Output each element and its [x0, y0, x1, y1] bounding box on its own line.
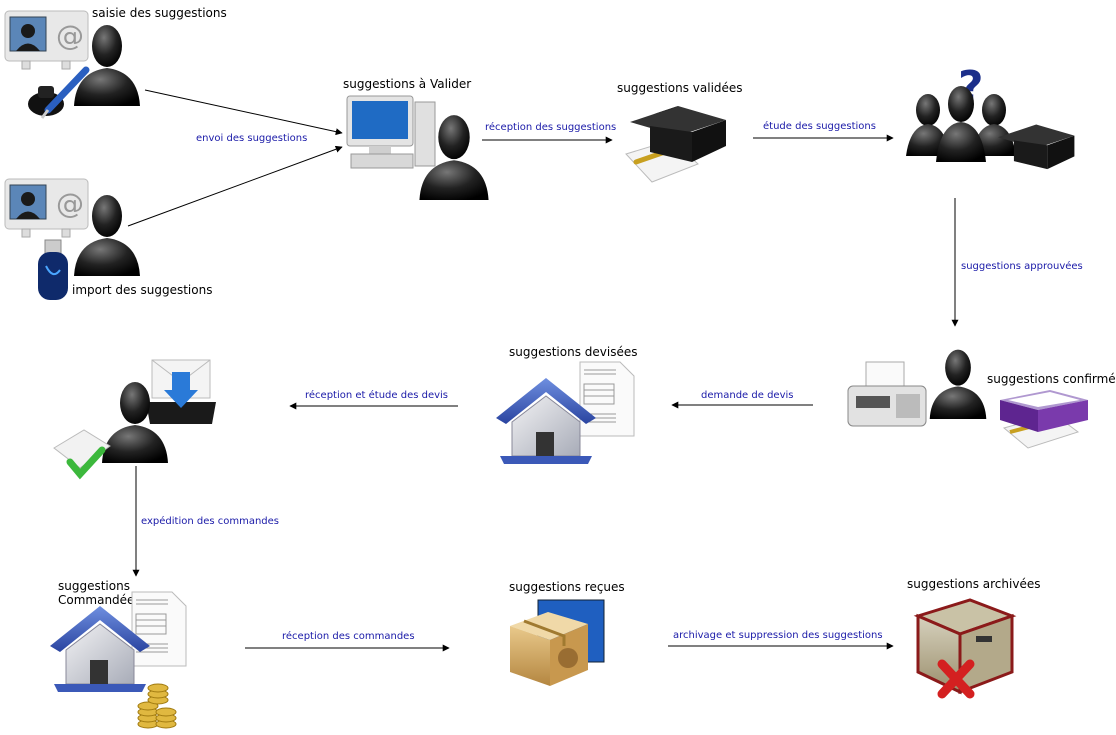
node-label-commandees-line1: suggestions — [58, 579, 130, 593]
usb-stick-icon — [38, 239, 68, 300]
edge-label-reception: réception des suggestions — [485, 122, 617, 133]
edge-label-etude: étude des suggestions — [763, 121, 876, 132]
coins-icon — [137, 683, 177, 729]
edge-label-expedition: expédition des commandes — [141, 516, 280, 527]
check-envelope-icon — [53, 429, 111, 480]
svg-text:@: @ — [56, 187, 84, 220]
mail-download-icon — [146, 359, 216, 424]
address-card-icon: @ — [4, 178, 89, 238]
black-box-icon — [630, 100, 726, 162]
node-label-devisees: suggestions devisées — [509, 345, 638, 359]
person-icon — [74, 195, 140, 276]
arrow-envoi-top — [144, 89, 343, 136]
node-label-recues: suggestions reçues — [509, 580, 625, 594]
edge-label-reception-devis: réception et étude des devis — [305, 390, 449, 401]
node-label-archivees: suggestions archivées — [907, 577, 1041, 591]
person-icon — [929, 349, 987, 419]
svg-text:@: @ — [56, 19, 84, 52]
black-box-icon — [998, 124, 1075, 170]
address-card-icon: @ — [4, 10, 89, 70]
ink-pen-icon — [28, 66, 90, 119]
person-icon — [102, 382, 168, 463]
edge-label-reception-commandes: réception des commandes — [282, 631, 415, 642]
fax-icon — [847, 361, 927, 427]
edge-label-archivage: archivage et suppression des suggestions — [673, 630, 883, 641]
edge-label-envoi: envoi des suggestions — [196, 133, 308, 144]
node-label-saisie: saisie des suggestions — [92, 6, 227, 20]
node-label-validees: suggestions validées — [617, 81, 743, 95]
archive-box-icon — [913, 598, 1017, 699]
person-group-icon — [906, 86, 1016, 162]
computer-icon — [346, 95, 436, 169]
edge-label-demande-devis: demande de devis — [701, 390, 794, 401]
purple-box-icon — [1000, 390, 1088, 449]
arrow-envoi-bottom — [127, 145, 343, 227]
package-icon — [510, 599, 605, 686]
node-label-import: import des suggestions — [72, 283, 213, 297]
house-icon — [496, 378, 596, 464]
person-icon — [419, 115, 489, 200]
edge-label-approuvees: suggestions approuvées — [961, 261, 1083, 272]
person-icon — [74, 25, 140, 106]
house-icon — [50, 606, 150, 692]
node-label-commandees-line2: Commandées — [58, 593, 141, 607]
node-label-confirmees: suggestions confirmées — [987, 372, 1116, 386]
node-label-a-valider: suggestions à Valider — [343, 77, 472, 91]
